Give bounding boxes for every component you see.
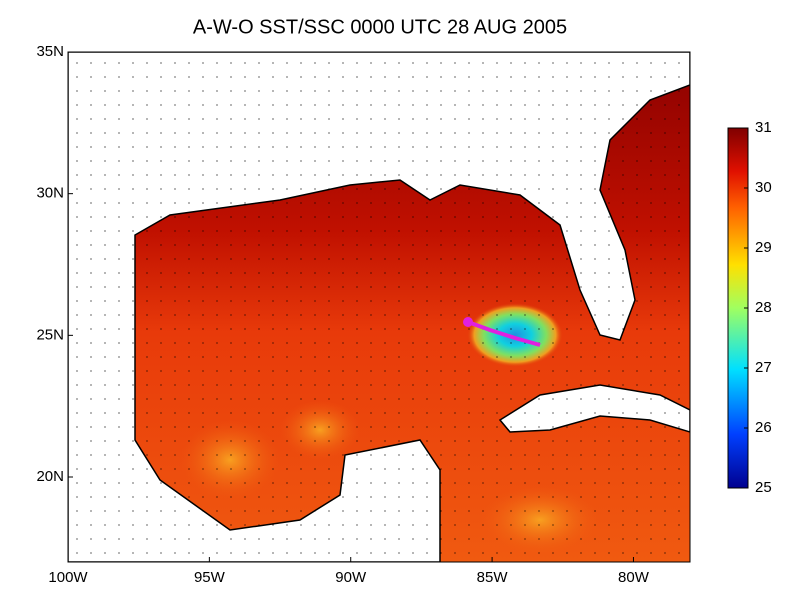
- colorbar-tick-label: 29: [755, 239, 772, 256]
- colorbar-tick-label: 27: [755, 359, 772, 376]
- plot-frame: [67, 51, 691, 563]
- y-tick-label: 25N: [36, 326, 64, 343]
- map-title: A-W-O SST/SSC 0000 UTC 28 AUG 2005: [193, 16, 567, 38]
- y-tick-label: 20N: [36, 468, 64, 485]
- colorbar-tick-label: 26: [755, 419, 772, 436]
- x-tick-label: 95W: [194, 569, 226, 586]
- current-vectors: [68, 52, 690, 562]
- colorbar-tick-label: 25: [755, 479, 772, 496]
- x-tick-label: 90W: [335, 569, 367, 586]
- map-area: [68, 52, 690, 562]
- x-tick-label: 80W: [618, 569, 650, 586]
- y-tick-label: 30N: [36, 185, 64, 202]
- x-tick-label: 100W: [48, 569, 88, 586]
- colorbar-tick-label: 31: [755, 119, 772, 136]
- storm-position: [463, 317, 473, 327]
- storm-track: [467, 320, 541, 347]
- x-tick-label: 85W: [477, 569, 509, 586]
- colorbar-tick-label: 30: [755, 179, 772, 196]
- y-tick-label: 35N: [36, 43, 64, 60]
- colorbar-tick-label: 28: [755, 299, 772, 316]
